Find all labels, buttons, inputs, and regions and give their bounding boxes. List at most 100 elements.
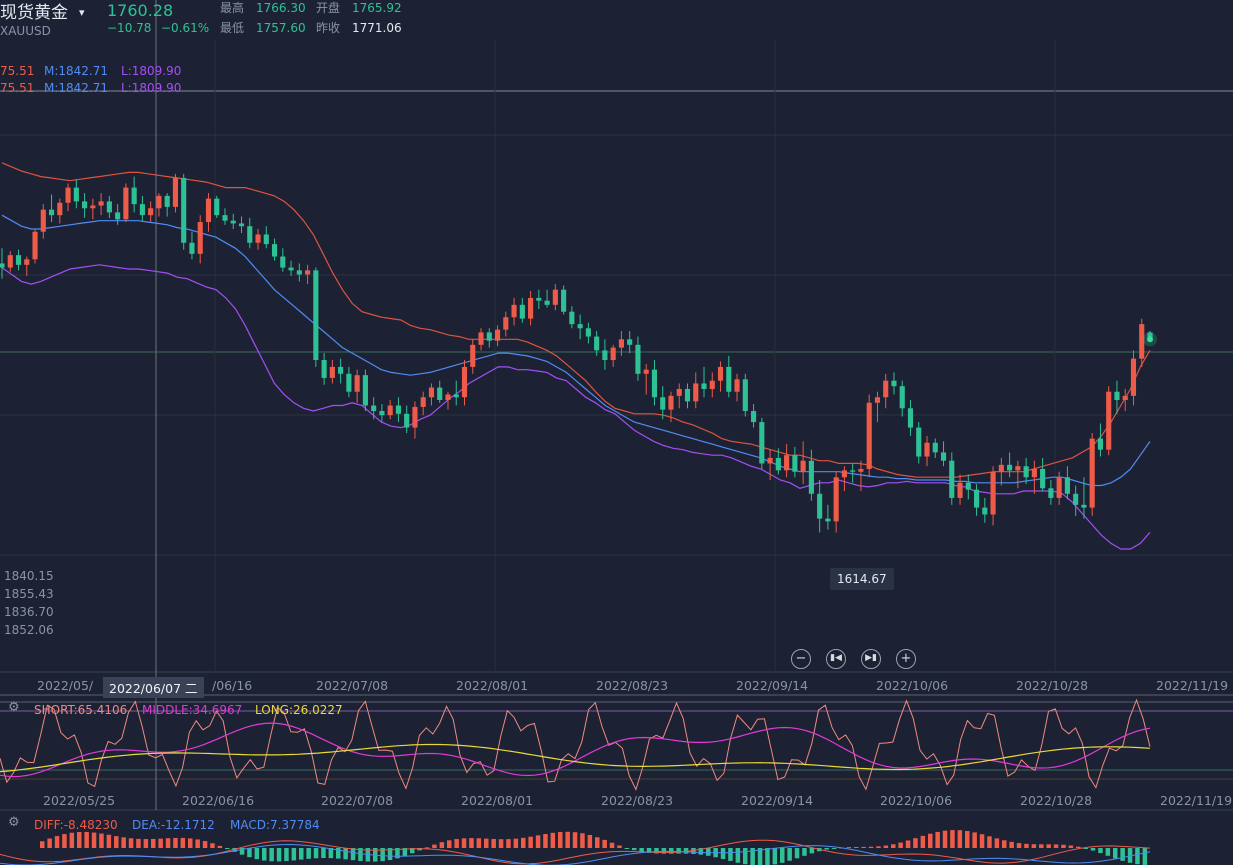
candle-body	[528, 297, 534, 319]
macd-bar	[350, 848, 356, 861]
x-tick-label: 2022/08/23	[596, 678, 669, 693]
candle	[1040, 457, 1046, 492]
candle-body	[247, 226, 253, 243]
macd-bar	[247, 848, 252, 858]
candle	[1031, 460, 1037, 494]
crosshair-date-label: 2022/06/07 二	[103, 677, 204, 698]
candle	[296, 263, 302, 282]
boll-lower-legend: L:1809.90	[121, 64, 182, 78]
candle	[437, 380, 443, 403]
macd-bar	[54, 836, 60, 848]
candle	[1130, 350, 1137, 406]
macd-bar	[1039, 844, 1044, 848]
x-tick-label: 2022/09/14	[741, 793, 814, 808]
candle-body	[684, 388, 691, 402]
macd-value-legend: MACD:7.37784	[230, 818, 320, 832]
macd-bar	[1016, 843, 1022, 848]
candle	[610, 344, 616, 367]
macd-bar	[528, 836, 533, 848]
zoom-out-icon[interactable]: −	[791, 649, 811, 669]
candle-body	[734, 379, 740, 392]
macd-bar	[306, 848, 311, 859]
settings-gear-icon[interactable]: ⚙	[8, 700, 20, 715]
candle	[131, 176, 137, 213]
osc-middle-line	[0, 722, 1151, 778]
macd-diff-legend: DIFF:-8.48230	[34, 818, 118, 832]
candle-body	[717, 366, 724, 381]
macd-bar	[669, 848, 674, 854]
instrument-title[interactable]: 现货黄金	[0, 3, 68, 23]
candle-body	[48, 209, 55, 216]
macd-bar	[476, 838, 482, 848]
macd-bar	[861, 846, 866, 848]
candle	[453, 380, 459, 406]
candle	[329, 360, 335, 384]
zoom-in-icon[interactable]: +	[896, 649, 916, 669]
candle-body	[817, 493, 823, 519]
candle	[751, 404, 757, 428]
candle	[734, 373, 740, 402]
candle-body	[982, 507, 988, 515]
candle-body	[90, 205, 96, 209]
candle	[181, 173, 187, 250]
candle	[15, 249, 22, 271]
macd-bar	[639, 848, 644, 852]
macd-bar	[809, 848, 815, 854]
candle	[949, 452, 955, 505]
macd-bar	[854, 846, 859, 848]
candle-body	[164, 195, 170, 207]
candle	[924, 435, 930, 467]
candle	[172, 173, 178, 213]
macd-bar	[387, 848, 393, 861]
candle	[825, 504, 831, 530]
candle-body	[643, 369, 649, 374]
candle-body	[949, 460, 955, 498]
side-value: 1836.70	[4, 605, 54, 619]
candle	[123, 183, 129, 223]
candle-body	[82, 201, 88, 209]
macd-bar	[876, 846, 881, 848]
candle-body	[131, 187, 137, 205]
candle-body	[610, 347, 616, 360]
side-value: 1840.15	[4, 569, 54, 583]
candle-body	[850, 470, 856, 472]
candle-body	[338, 366, 344, 374]
candle	[767, 449, 773, 480]
candle	[717, 361, 724, 392]
candle	[1097, 423, 1104, 457]
settings-gear-icon[interactable]: ⚙	[8, 815, 20, 830]
candle	[57, 198, 63, 224]
chevron-down-icon[interactable]: ▾	[79, 6, 85, 19]
candle	[1139, 318, 1145, 367]
x-tick-label: 2022/10/28	[1016, 678, 1089, 693]
candle	[305, 264, 311, 285]
macd-bar	[772, 848, 778, 865]
macd-bar	[632, 848, 637, 851]
candle-body	[1023, 466, 1029, 478]
candle	[1106, 386, 1112, 456]
macd-bar	[513, 838, 519, 848]
macd-dea-legend: DEA:-12.1712	[132, 818, 215, 832]
candle	[412, 401, 418, 439]
candle	[1015, 460, 1021, 489]
candle-body	[618, 339, 624, 348]
x-tick-label: 2022/06/16	[182, 793, 255, 808]
candle	[354, 369, 360, 403]
macd-bar	[69, 832, 75, 848]
x-tick-label: 2022/07/08	[321, 793, 394, 808]
skip-back-icon[interactable]: ▮◀	[826, 649, 846, 669]
macd-bar	[698, 848, 704, 855]
candle	[569, 306, 575, 329]
candle-body	[594, 336, 600, 351]
macd-bar	[743, 848, 748, 865]
macd-bar	[1090, 848, 1096, 851]
macd-bar	[942, 830, 948, 848]
skip-forward-icon[interactable]: ▶▮	[861, 649, 881, 669]
macd-bar	[299, 848, 304, 860]
osc-short-legend: SHORT:65.4106	[34, 703, 128, 717]
candle	[594, 331, 600, 356]
candle-body	[957, 482, 963, 498]
candle-body	[709, 380, 715, 389]
candle-body	[742, 379, 748, 412]
